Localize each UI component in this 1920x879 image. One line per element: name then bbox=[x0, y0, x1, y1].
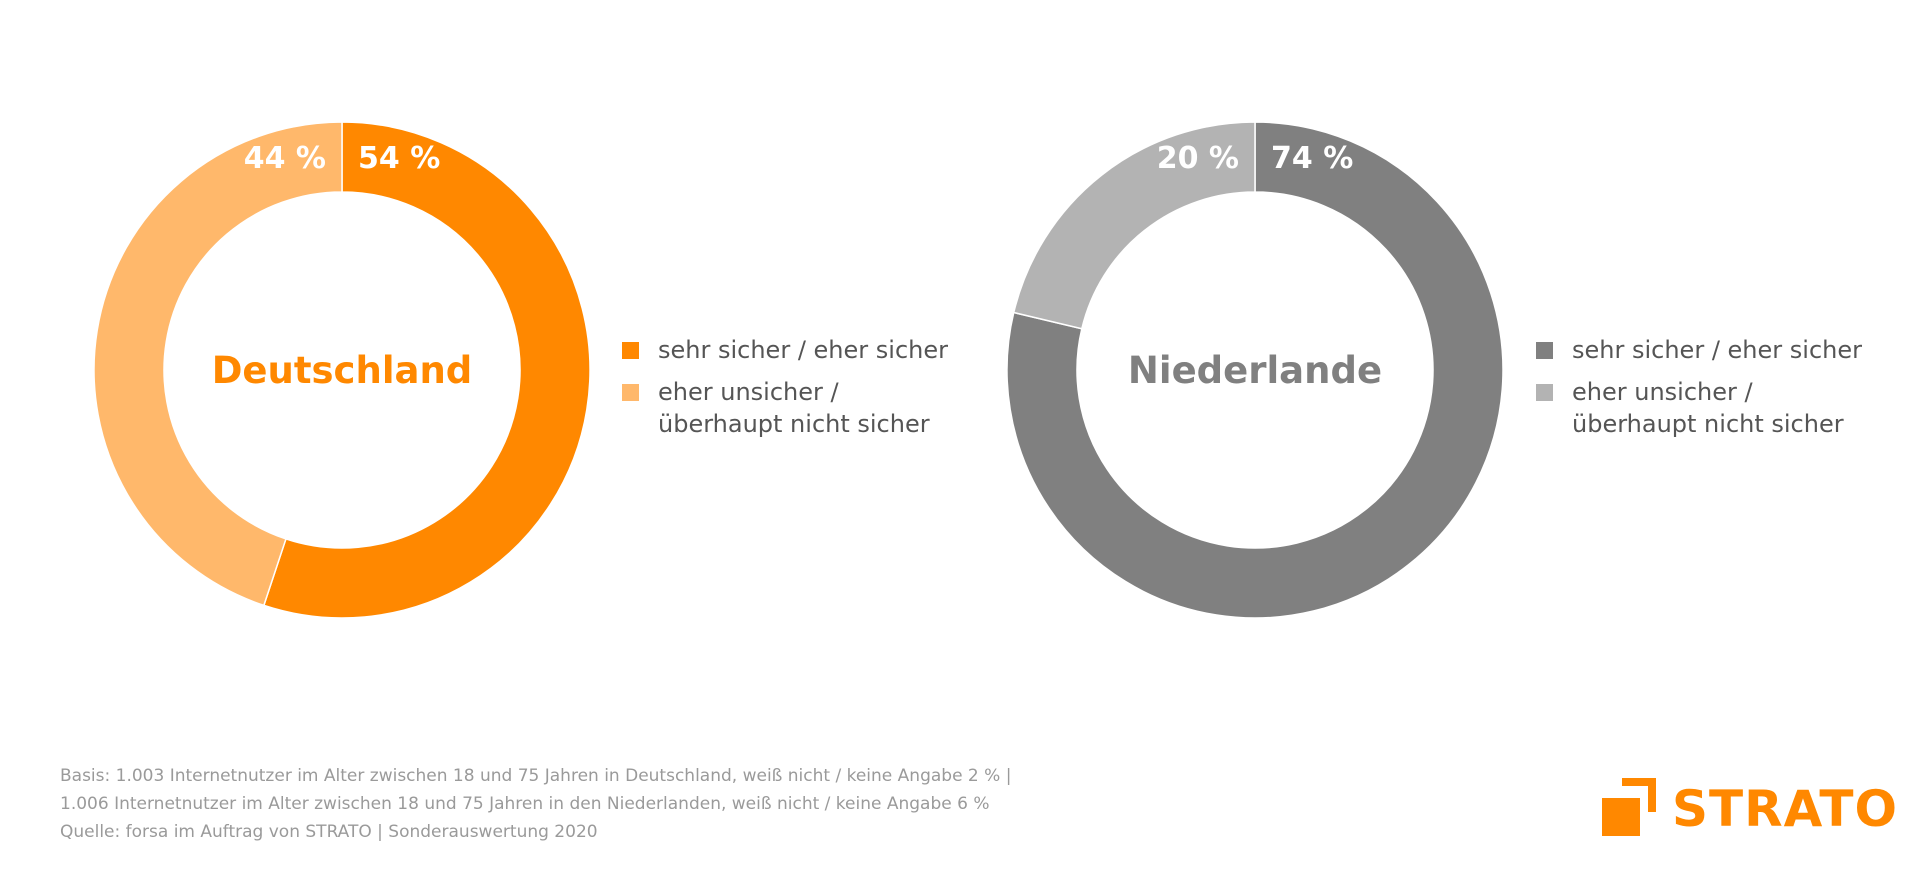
legend-item-sehr-sicher: sehr sicher / eher sicher bbox=[622, 334, 958, 366]
strato-logo-icon bbox=[1602, 778, 1656, 836]
legend-label: eher unsicher / bbox=[1572, 378, 1753, 406]
footnote-basis-line: Basis: 1.003 Internetnutzer im Alter zwi… bbox=[60, 766, 1012, 786]
legend-niederlande: sehr sicher / eher sicher eher unsicher … bbox=[1536, 334, 1872, 450]
pie-slice bbox=[1012, 121, 1256, 330]
legend-label: sehr sicher / eher sicher bbox=[1572, 336, 1862, 364]
chart-title: Deutschland bbox=[212, 349, 473, 392]
data-label: 54 % bbox=[358, 141, 440, 176]
data-label: 20 % bbox=[1157, 141, 1239, 176]
legend-item-sehr-sicher: sehr sicher / eher sicher bbox=[1536, 334, 1872, 366]
data-label: 44 % bbox=[244, 141, 326, 176]
legend-label: sehr sicher / eher sicher bbox=[658, 336, 948, 364]
legend-deutschland: sehr sicher / eher sicher eher unsicher … bbox=[622, 334, 958, 450]
footnote-basis-line: 1.006 Internetnutzer im Alter zwischen 1… bbox=[60, 794, 990, 814]
pie-slice bbox=[262, 121, 591, 619]
legend-label: überhaupt nicht sicher bbox=[658, 410, 930, 438]
strato-logo: STRATO bbox=[1602, 778, 1897, 840]
legend-item-eher-unsicher: eher unsicher / überhaupt nicht sicher bbox=[1536, 376, 1872, 440]
legend-swatch-icon bbox=[1536, 342, 1553, 359]
pie-slice bbox=[93, 121, 343, 607]
pie-slice bbox=[1006, 121, 1504, 619]
footnote-source-line: Quelle: forsa im Auftrag von STRATO | So… bbox=[60, 822, 598, 842]
footnote: Basis: 1.003 Internetnutzer im Alter zwi… bbox=[60, 762, 1011, 846]
legend-swatch-icon bbox=[1536, 384, 1553, 401]
legend-label: überhaupt nicht sicher bbox=[1572, 410, 1844, 438]
legend-label: eher unsicher / bbox=[658, 378, 839, 406]
data-label: 74 % bbox=[1271, 141, 1353, 176]
legend-swatch-icon bbox=[622, 342, 639, 359]
logo-wordmark: STRATO bbox=[1672, 780, 1899, 838]
legend-item-eher-unsicher: eher unsicher / überhaupt nicht sicher bbox=[622, 376, 958, 440]
legend-swatch-icon bbox=[622, 384, 639, 401]
chart-title: Niederlande bbox=[1128, 349, 1382, 392]
